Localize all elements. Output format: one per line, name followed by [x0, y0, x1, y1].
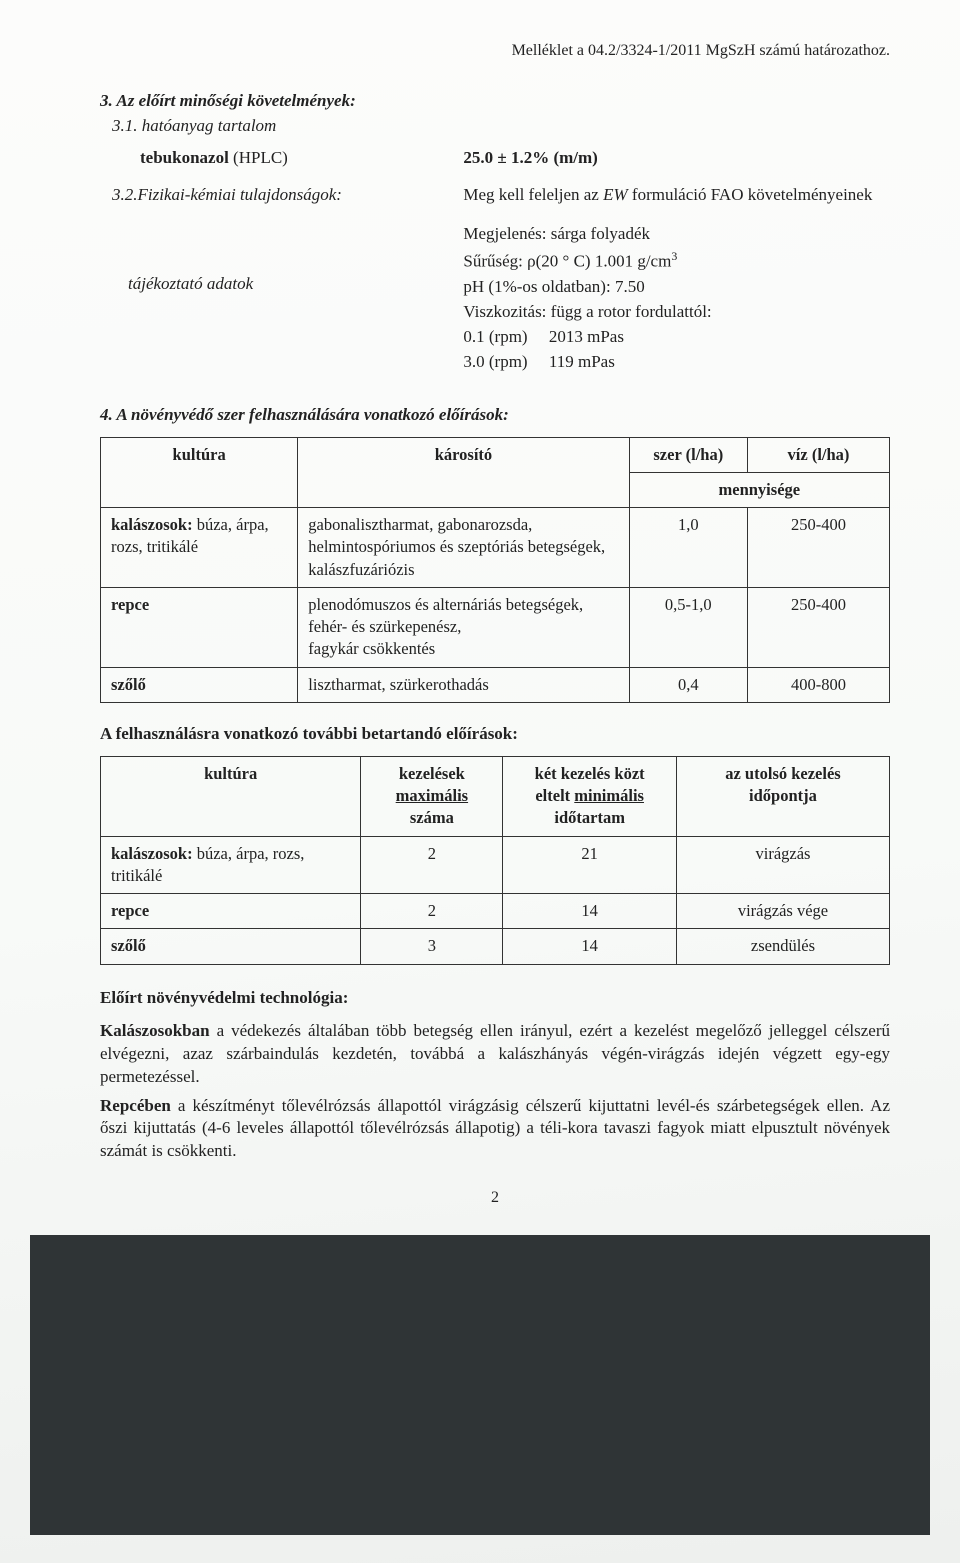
info-data-row: tájékoztató adatok Megjelenés: sárga fol… [100, 221, 890, 375]
cell-szer: 0,5-1,0 [629, 587, 747, 667]
kez-l2: maximális [396, 786, 468, 805]
density-exp: 3 [671, 249, 677, 263]
cell-karosito: lisztharmat, szürkerothadás [298, 667, 629, 702]
th-karosito: károsító [298, 437, 629, 508]
fao-req-part2: formuláció FAO követelményeinek [628, 185, 873, 204]
page-number: 2 [100, 1187, 890, 1209]
paragraph-repce: Repcében a készítményt tőlevélrózsás áll… [100, 1095, 890, 1164]
hplc-label: tebukonazol (HPLC) [100, 147, 463, 170]
cell-kultura: szőlő [101, 929, 361, 964]
section-3-2-label: 3.2.Fizikai-kémiai tulajdonságok: [100, 184, 463, 207]
ut-l2: időpontja [749, 786, 817, 805]
document-page: Melléklet a 04.2/3324-1/2011 MgSzH számú… [0, 0, 960, 1563]
redacted-block [30, 1235, 930, 1535]
between-tables-heading: A felhasználásra vonatkozó további betar… [100, 723, 890, 746]
para2-lead: Repcében [100, 1096, 171, 1115]
header-reference: Melléklet a 04.2/3324-1/2011 MgSzH számú… [100, 40, 890, 62]
ew-italic: EW [603, 185, 628, 204]
usage-table: kultúra károsító szer (l/ha) víz (l/ha) … [100, 437, 890, 703]
th-kultura: kultúra [101, 437, 298, 508]
para2-rest: a készítményt tőlevélrózsás állapottól v… [100, 1096, 890, 1161]
cell-min: 14 [503, 894, 677, 929]
ph-value: pH (1%-os oldatban): 7.50 [463, 276, 890, 299]
table-header-row: kultúra kezelések maximális száma két ke… [101, 756, 890, 836]
hplc-method: (HPLC) [233, 148, 288, 167]
tech-heading: Előírt növényvédelmi technológia: [100, 987, 890, 1010]
density: Sűrűség: ρ(20 ° C) 1.001 g/cm3 [463, 248, 890, 274]
section-4-title: 4. A növényvédő szer felhasználására von… [100, 404, 890, 427]
para1-rest: a védekezés általában több betegség elle… [100, 1021, 890, 1086]
th-kultura2: kultúra [101, 756, 361, 836]
ket-l2u: minimális [574, 786, 644, 805]
fao-req-part1: Meg kell feleljen az [463, 185, 603, 204]
ket-l3: időtartam [554, 808, 625, 827]
kez-l1: kezelések [399, 764, 465, 783]
cell-kez: 2 [361, 894, 503, 929]
kultura-bold: repce [111, 901, 149, 920]
cell-szer: 1,0 [629, 508, 747, 588]
table-row: szőlő 3 14 zsendülés [101, 929, 890, 964]
hplc-name: tebukonazol [140, 148, 233, 167]
kez-l3: száma [410, 808, 454, 827]
cell-ut: virágzás vége [676, 894, 889, 929]
cell-kultura: repce [101, 894, 361, 929]
table-header-row: kultúra károsító szer (l/ha) víz (l/ha) [101, 437, 890, 472]
kultura-bold: szőlő [111, 675, 146, 694]
cell-min: 21 [503, 836, 677, 894]
para1-lead: Kalászosokban [100, 1021, 210, 1040]
kultura-bold: kalászosok: [111, 515, 193, 534]
table-row: kalászosok: búza, árpa, rozs, tritikálé … [101, 836, 890, 894]
cell-viz: 250-400 [747, 587, 889, 667]
th-szer: szer (l/ha) [629, 437, 747, 472]
ket-l1: két kezelés közt [535, 764, 645, 783]
section-3-title: 3. Az előírt minőségi követelmények: [100, 90, 890, 113]
table-row: kalászosok: búza, árpa, rozs, tritikálé … [101, 508, 890, 588]
kultura-bold: kalászosok: [111, 844, 193, 863]
cell-karosito: gabonalisztharmat, gabonarozsda, helmint… [298, 508, 629, 588]
hplc-value: 25.0 ± 1.2% (m/m) [463, 147, 890, 170]
paragraph-kalaszosok: Kalászosokban a védekezés általában több… [100, 1020, 890, 1089]
cell-kultura: kalászosok: búza, árpa, rozs, tritikálé [101, 836, 361, 894]
th-ket-kezeles: két kezelés közt eltelt minimális időtar… [503, 756, 677, 836]
ut-l1: az utolsó kezelés [725, 764, 840, 783]
viscosity-2: 3.0 (rpm) 119 mPas [463, 351, 890, 374]
cell-ut: virágzás [676, 836, 889, 894]
ket-l2a: eltelt [535, 786, 574, 805]
hplc-row: tebukonazol (HPLC) 25.0 ± 1.2% (m/m) [100, 147, 890, 170]
cell-kultura: szőlő [101, 667, 298, 702]
cell-karosito: plenodómuszos és alternáriás betegségek,… [298, 587, 629, 667]
cell-kez: 3 [361, 929, 503, 964]
cell-kez: 2 [361, 836, 503, 894]
info-label: tájékoztató adatok [100, 221, 463, 296]
cell-viz: 250-400 [747, 508, 889, 588]
th-kezelesek: kezelések maximális száma [361, 756, 503, 836]
density-text: Sűrűség: ρ(20 ° C) 1.001 g/cm [463, 252, 671, 271]
table-row: repce plenodómuszos és alternáriás beteg… [101, 587, 890, 667]
cell-kultura: repce [101, 587, 298, 667]
phys-properties: Megjelenés: sárga folyadék Sűrűség: ρ(20… [463, 221, 890, 375]
kultura-bold: szőlő [111, 936, 146, 955]
section-3-1-title: 3.1. hatóanyag tartalom [100, 115, 890, 138]
th-mennyisege: mennyisége [629, 472, 889, 507]
cell-kultura: kalászosok: búza, árpa, rozs, tritikálé [101, 508, 298, 588]
cell-ut: zsendülés [676, 929, 889, 964]
schedule-table: kultúra kezelések maximális száma két ke… [100, 756, 890, 965]
cell-szer: 0,4 [629, 667, 747, 702]
th-viz: víz (l/ha) [747, 437, 889, 472]
kultura-bold: repce [111, 595, 149, 614]
phys-chem-row: 3.2.Fizikai-kémiai tulajdonságok: Meg ke… [100, 184, 890, 207]
viscosity-head: Viszkozitás: függ a rotor fordulattól: [463, 301, 890, 324]
table-row: repce 2 14 virágzás vége [101, 894, 890, 929]
table-row: szőlő lisztharmat, szürkerothadás 0,4 40… [101, 667, 890, 702]
th-utolso: az utolsó kezelés időpontja [676, 756, 889, 836]
section-3-2-value: Meg kell feleljen az EW formuláció FAO k… [463, 184, 890, 207]
cell-viz: 400-800 [747, 667, 889, 702]
appearance: Megjelenés: sárga folyadék [463, 223, 890, 246]
cell-min: 14 [503, 929, 677, 964]
viscosity-1: 0.1 (rpm) 2013 mPas [463, 326, 890, 349]
